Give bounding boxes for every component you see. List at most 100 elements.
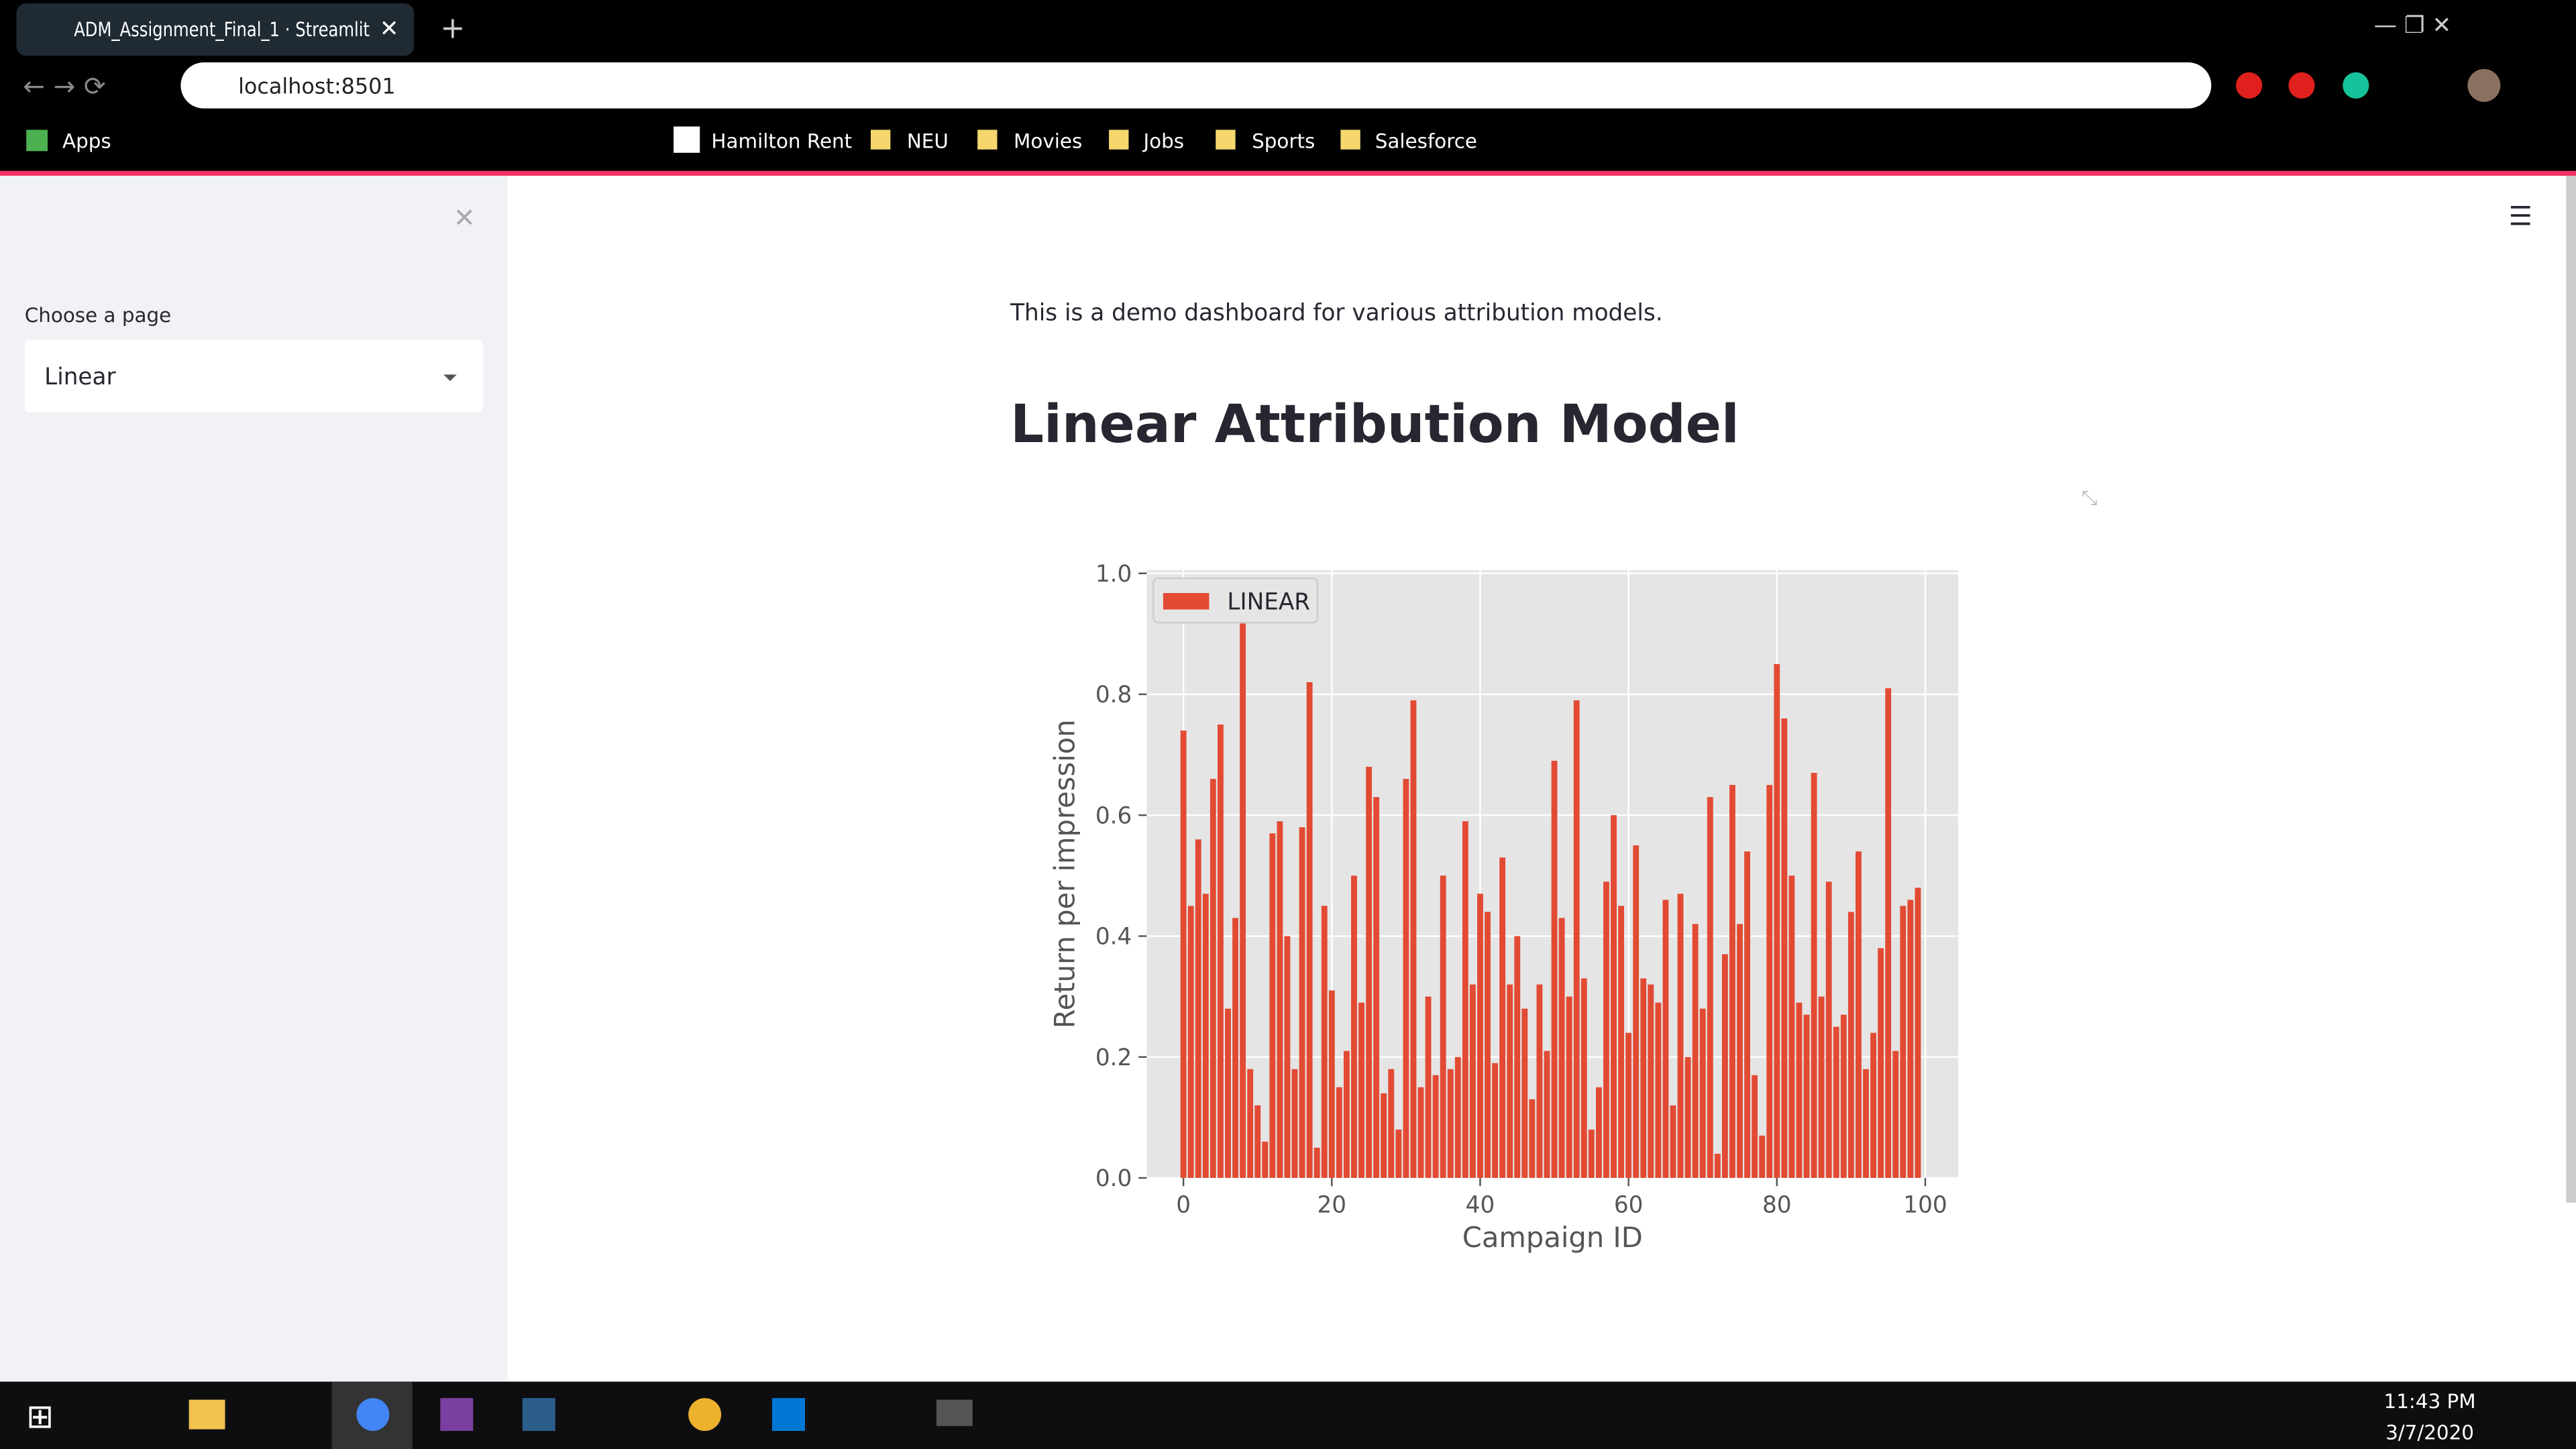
bar: [1856, 851, 1862, 1178]
start-button[interactable]: ⊞: [26, 1397, 54, 1436]
bar: [1447, 1069, 1454, 1178]
tab-title: ADM_Assignment_Final_1 · Streamlit: [74, 18, 370, 41]
bar: [1492, 1063, 1499, 1178]
bookmark[interactable]: Jobs: [1142, 129, 1184, 152]
bar: [1603, 881, 1609, 1178]
apps-icon: [26, 129, 48, 152]
bar: [1477, 894, 1483, 1178]
bar: [1210, 779, 1216, 1178]
folder-icon: [1216, 129, 1236, 150]
dropdown-arrow: [443, 374, 457, 382]
tab[interactable]: [16, 3, 415, 56]
bar: [1373, 797, 1380, 1178]
bar: [1611, 815, 1617, 1178]
app-icon[interactable]: [936, 1399, 973, 1426]
bookmark[interactable]: Movies: [1014, 129, 1082, 152]
bar: [1692, 924, 1699, 1178]
bookmark[interactable]: Apps: [62, 129, 111, 152]
bookmark[interactable]: Sports: [1252, 129, 1315, 152]
bar: [1195, 839, 1201, 1178]
app-icon[interactable]: [772, 1398, 805, 1432]
y-tick-label: 0.4: [1095, 924, 1132, 951]
bar: [1499, 857, 1506, 1178]
url: localhost:8501: [238, 74, 396, 99]
app-icon[interactable]: [189, 1399, 225, 1430]
bar: [1388, 1069, 1395, 1178]
legend-swatch: [1163, 593, 1210, 610]
bar: [1648, 984, 1654, 1178]
app-icon[interactable]: [440, 1398, 474, 1432]
bar: [1707, 797, 1713, 1178]
bar: [1699, 1008, 1706, 1178]
bar: [1254, 1105, 1261, 1178]
fullscreen[interactable]: ⤡: [2082, 486, 2098, 509]
app-icon[interactable]: [356, 1398, 390, 1432]
folder-icon: [1109, 129, 1129, 150]
bar: [1217, 724, 1224, 1178]
taskbar: [0, 1381, 2576, 1449]
bar: [1485, 912, 1491, 1178]
bar: [1366, 767, 1373, 1178]
y-axis-label: Return per impression: [1049, 719, 1081, 1028]
bookmark[interactable]: Hamilton Rent: [711, 129, 852, 152]
bar: [1425, 996, 1432, 1178]
bookmark[interactable]: NEU: [907, 129, 949, 152]
intro-text: This is a demo dashboard for various att…: [1010, 300, 1663, 327]
bar: [1269, 833, 1276, 1178]
bar: [1514, 936, 1521, 1178]
bar: [1507, 984, 1513, 1178]
bar: [1573, 700, 1580, 1178]
app-icon[interactable]: [688, 1398, 722, 1432]
bar: [1328, 990, 1335, 1178]
bar: [1403, 779, 1409, 1178]
bar: [1885, 688, 1892, 1178]
ext-icon[interactable]: [2343, 72, 2369, 99]
x-tick-label: 40: [1466, 1191, 1495, 1218]
nav-buttons[interactable]: ← → ⟳: [23, 72, 105, 102]
tab-close[interactable]: ✕: [380, 15, 399, 42]
profile[interactable]: [2467, 68, 2501, 102]
bar: [1291, 1069, 1298, 1178]
clock-date: 3/7/2020: [2385, 1421, 2474, 1444]
bar: [1432, 1075, 1439, 1178]
bar: [1618, 906, 1624, 1178]
bar: [1544, 1051, 1550, 1178]
close-sidebar[interactable]: ✕: [453, 203, 476, 233]
heading: Linear Attribution Model: [1010, 394, 1739, 455]
y-tick-label: 1.0: [1095, 561, 1132, 588]
bar: [1759, 1135, 1766, 1178]
bar: [1752, 1075, 1758, 1178]
bar: [1566, 996, 1572, 1178]
new-tab[interactable]: +: [440, 11, 465, 45]
bar: [1737, 924, 1743, 1178]
window-controls[interactable]: — ❐ ✕: [2374, 12, 2451, 39]
bar: [1588, 1129, 1595, 1178]
bookmark-icon: [674, 126, 700, 153]
bar: [1277, 821, 1283, 1178]
bar: [1529, 1099, 1536, 1178]
bar: [1744, 851, 1750, 1178]
menu[interactable]: ☰: [2509, 202, 2532, 232]
bar: [1232, 918, 1238, 1178]
address-bar[interactable]: [180, 62, 2212, 109]
bar: [1781, 718, 1788, 1178]
bar: [1225, 1008, 1231, 1178]
ext-icon[interactable]: [2236, 72, 2263, 99]
bar: [1655, 1002, 1662, 1178]
bar: [1766, 785, 1773, 1178]
bookmark[interactable]: Salesforce: [1375, 129, 1477, 152]
y-tick-label: 0.6: [1095, 802, 1132, 829]
bar: [1410, 700, 1417, 1178]
ext-icon[interactable]: [2288, 72, 2315, 99]
bar: [1907, 900, 1914, 1178]
app-icon[interactable]: [522, 1398, 555, 1432]
bar: [1536, 984, 1543, 1178]
select-value: Linear: [44, 364, 116, 390]
bar: [1351, 875, 1357, 1178]
bar: [1900, 906, 1907, 1178]
bar: [1454, 1057, 1461, 1178]
bar: [1469, 984, 1476, 1178]
bar: [1878, 948, 1884, 1178]
page-select[interactable]: [24, 339, 484, 413]
